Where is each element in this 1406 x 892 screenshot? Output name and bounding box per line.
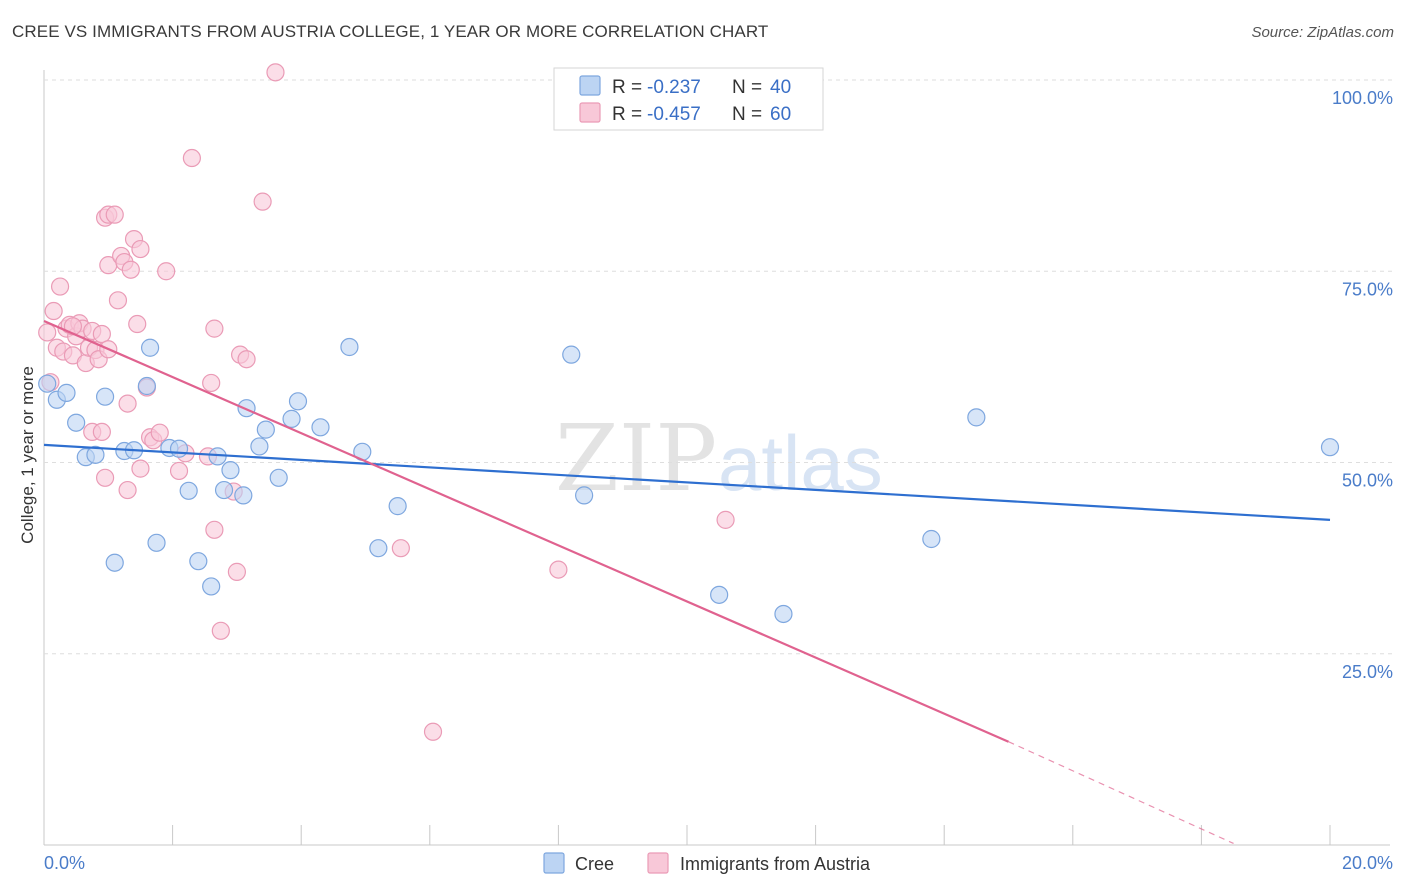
- point-cree-3: [67, 413, 86, 432]
- x-tick-label-max: 20.0%: [1342, 853, 1393, 873]
- chart-source: Source: ZipAtlas.com: [1251, 24, 1394, 41]
- point-cree-28: [311, 418, 330, 437]
- point-cree-14: [169, 439, 189, 458]
- point-austria-31: [128, 314, 147, 334]
- point-austria-32: [131, 239, 150, 259]
- point-cree-32: [388, 497, 407, 516]
- point-cree-38: [967, 408, 986, 427]
- point-austria-43: [202, 373, 221, 393]
- trendline-dashed-austria: [1008, 741, 1234, 845]
- point-cree-39: [1320, 438, 1340, 457]
- point-austria-16: [92, 324, 111, 344]
- point-cree-33: [562, 345, 581, 364]
- trendline-cree: [43, 443, 1331, 521]
- point-cree-27: [288, 392, 308, 411]
- point-cree-37: [922, 529, 941, 549]
- point-cree-31: [369, 539, 388, 558]
- y-tick-label-100: 100.0%: [1332, 88, 1393, 108]
- point-austria-56: [716, 510, 735, 529]
- point-cree-19: [214, 480, 234, 500]
- point-cree-17: [202, 577, 221, 596]
- point-austria-1: [44, 301, 63, 321]
- point-cree-15: [179, 481, 198, 500]
- point-austria-44: [205, 520, 224, 539]
- point-cree-34: [575, 486, 594, 505]
- bottom-legend-swatch-austria: [647, 852, 669, 874]
- legend-r-label-austria: R =: [612, 104, 642, 125]
- bottom-legend-swatch-cree: [543, 852, 565, 874]
- point-austria-53: [391, 539, 410, 558]
- trendline-austria: [43, 319, 1009, 743]
- point-austria-33: [131, 459, 150, 478]
- point-cree-0: [38, 374, 57, 393]
- legend-n-label-austria: N =: [732, 104, 762, 125]
- point-austria-27: [118, 480, 137, 500]
- point-cree-10: [137, 376, 156, 396]
- point-cree-11: [140, 338, 160, 357]
- legend-swatch-austria: [579, 102, 601, 123]
- point-austria-0: [38, 323, 57, 342]
- point-cree-2: [57, 383, 76, 402]
- point-austria-52: [266, 63, 285, 82]
- legend-swatch-cree: [579, 75, 601, 96]
- bottom-legend-label-cree: Cree: [575, 854, 614, 874]
- legend-n-value-cree: 40: [770, 77, 791, 98]
- point-austria-45: [205, 319, 224, 338]
- point-cree-7: [105, 553, 124, 572]
- point-austria-37: [150, 423, 169, 442]
- point-cree-6: [95, 387, 115, 406]
- point-cree-12: [147, 533, 166, 552]
- point-cree-26: [282, 409, 301, 428]
- legend-r-value-cree: -0.237: [647, 77, 701, 98]
- point-austria-41: [182, 148, 201, 168]
- point-austria-3: [50, 277, 70, 296]
- y-tick-label-50: 50.0%: [1342, 471, 1393, 491]
- point-austria-19: [92, 422, 111, 441]
- point-austria-51: [253, 192, 272, 211]
- legend: R = -0.237 N = 40 R = -0.457 N = 60: [553, 67, 824, 131]
- point-cree-5: [86, 445, 105, 464]
- point-cree-20: [221, 461, 240, 480]
- point-austria-50: [237, 350, 256, 369]
- legend-n-label-cree: N =: [732, 77, 762, 98]
- point-cree-24: [256, 420, 275, 439]
- point-cree-21: [234, 486, 253, 505]
- point-austria-17: [95, 468, 115, 487]
- chart-title: CREE VS IMMIGRANTS FROM AUSTRIA COLLEGE,…: [12, 22, 769, 41]
- point-cree-29: [340, 337, 359, 357]
- point-austria-39: [169, 461, 189, 481]
- legend-r-value-austria: -0.457: [647, 104, 701, 125]
- point-austria-28: [118, 394, 137, 413]
- point-austria-24: [108, 291, 128, 310]
- point-austria-55: [549, 560, 568, 579]
- bottom-legend-label-austria: Immigrants from Austria: [680, 854, 871, 874]
- point-cree-16: [189, 552, 208, 571]
- point-austria-54: [423, 722, 443, 741]
- point-cree-25: [269, 468, 288, 487]
- point-austria-46: [211, 621, 230, 640]
- y-tick-label-25: 25.0%: [1342, 662, 1393, 682]
- legend-n-value-austria: 60: [770, 104, 791, 125]
- point-austria-29: [121, 260, 140, 279]
- point-cree-23: [250, 437, 269, 456]
- point-austria-58: [63, 317, 83, 336]
- y-axis-title: College, 1 year or more: [18, 366, 37, 544]
- point-cree-36: [774, 604, 793, 624]
- point-austria-23: [105, 205, 124, 224]
- point-austria-38: [157, 262, 176, 281]
- x-tick-label-min: 0.0%: [44, 853, 85, 873]
- y-tick-label-75: 75.0%: [1342, 279, 1393, 299]
- bottom-legend: Cree Immigrants from Austria: [543, 852, 871, 874]
- legend-r-label-cree: R =: [612, 77, 642, 98]
- point-austria-48: [227, 562, 246, 581]
- point-cree-35: [710, 585, 729, 604]
